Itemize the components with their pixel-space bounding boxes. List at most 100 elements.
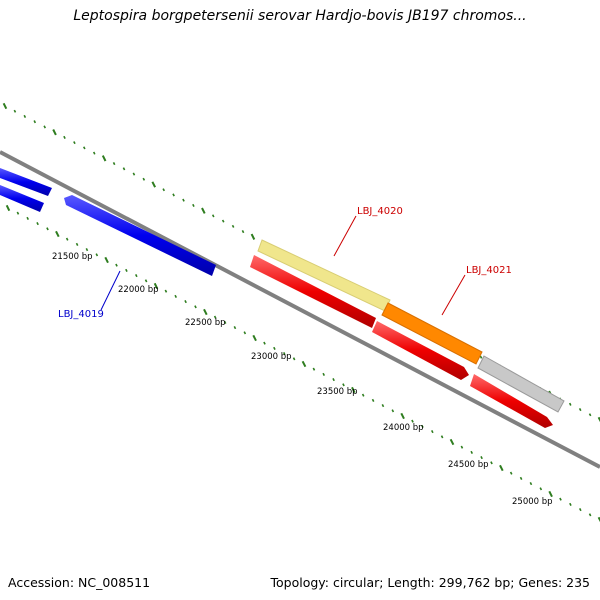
minor-tick	[263, 341, 266, 345]
minor-tick	[13, 109, 17, 113]
scale-label: 23000 bp	[251, 352, 292, 362]
inner-tick-ring	[5, 204, 600, 523]
minor-tick	[164, 289, 168, 293]
scale-label: 24500 bp	[448, 460, 489, 470]
gene-label-lbj-4020[interactable]: LBJ_4020	[357, 206, 403, 217]
minor-tick	[132, 172, 136, 176]
major-tick	[101, 155, 107, 162]
minor-tick	[282, 352, 286, 356]
major-tick	[5, 204, 11, 212]
minor-tick	[568, 402, 572, 406]
scale-label: 22500 bp	[185, 318, 226, 328]
minor-tick	[125, 268, 128, 272]
minor-tick	[172, 193, 175, 197]
major-tick	[203, 308, 208, 316]
minor-tick	[322, 372, 326, 376]
minor-tick	[36, 222, 39, 226]
minor-tick	[122, 167, 126, 171]
minor-tick	[529, 482, 533, 486]
minor-tick	[460, 445, 464, 449]
minor-tick	[241, 230, 245, 234]
scale-label: 22000 bp	[118, 285, 159, 295]
scale-label: 23500 bp	[317, 387, 358, 397]
major-tick	[250, 233, 256, 240]
gene-lbj-4021-bar[interactable]	[381, 302, 483, 365]
minor-tick	[342, 383, 345, 387]
minor-tick	[440, 435, 444, 439]
scale-label: 24000 bp	[383, 423, 424, 433]
minor-tick	[194, 305, 197, 309]
major-tick	[201, 207, 206, 214]
minor-tick	[213, 315, 217, 319]
minor-tick	[588, 413, 592, 417]
minor-tick	[73, 141, 76, 145]
minor-tick	[479, 355, 483, 359]
topology-text: Topology: circular; Length: 299,762 bp; …	[270, 575, 591, 590]
minor-tick	[539, 487, 543, 491]
chromosome-backbone	[0, 150, 600, 469]
major-tick	[52, 129, 57, 136]
minor-tick	[273, 346, 276, 350]
minor-tick	[578, 408, 582, 412]
minor-tick	[162, 188, 166, 192]
minor-tick	[115, 263, 118, 267]
minor-tick	[43, 125, 47, 129]
minor-tick	[223, 320, 227, 324]
scale-label: 21500 bp	[52, 252, 93, 262]
minor-tick	[134, 274, 138, 278]
gene-arrow[interactable]	[470, 374, 553, 428]
major-tick	[351, 386, 356, 394]
minor-tick	[490, 461, 493, 465]
major-tick	[151, 181, 156, 188]
minor-tick	[85, 248, 89, 252]
minor-tick	[33, 120, 37, 124]
minor-tick	[92, 151, 96, 155]
minor-tick	[46, 227, 49, 231]
minor-tick	[82, 146, 86, 150]
lbj-4020-leader	[333, 215, 357, 257]
minor-tick	[26, 216, 30, 220]
accession-text: Accession: NC_008511	[8, 575, 151, 590]
minor-tick	[332, 378, 335, 382]
minor-tick	[411, 419, 414, 423]
scale-label: 25000 bp	[512, 497, 553, 507]
minor-tick	[211, 214, 215, 218]
minor-tick	[509, 471, 513, 475]
minor-tick	[361, 393, 365, 397]
minor-tick	[430, 430, 434, 434]
gene-arrow[interactable]	[0, 185, 44, 212]
gene-bar[interactable]	[477, 355, 565, 413]
major-tick	[55, 230, 60, 238]
major-tick	[104, 256, 109, 264]
gene-label-lbj-4019[interactable]: LBJ_4019	[58, 309, 104, 320]
gene-arrow[interactable]	[250, 255, 376, 328]
minor-tick	[23, 114, 27, 118]
minor-tick	[519, 476, 523, 480]
lbj-4019-leader	[100, 270, 121, 311]
minor-tick	[569, 502, 572, 506]
minor-tick	[381, 404, 385, 408]
minor-tick	[559, 497, 562, 501]
major-tick	[597, 516, 600, 523]
minor-tick	[75, 242, 79, 246]
gene-arrow[interactable]	[0, 168, 52, 196]
minor-tick	[221, 219, 225, 223]
minor-tick	[470, 450, 474, 454]
gene-lbj-4019-arrow[interactable]	[64, 195, 216, 276]
minor-tick	[182, 198, 185, 202]
minor-tick	[112, 162, 116, 166]
minor-tick	[63, 135, 66, 139]
major-tick	[301, 360, 307, 368]
minor-tick	[144, 279, 148, 283]
minor-tick	[16, 211, 20, 215]
gene-label-lbj-4021[interactable]: LBJ_4021	[466, 265, 512, 276]
minor-tick	[184, 300, 187, 304]
major-tick	[449, 438, 455, 446]
minor-tick	[588, 513, 592, 517]
map-title: Leptospira borgpetersenii serovar Hardjo…	[73, 8, 527, 24]
minor-tick	[391, 409, 395, 413]
major-tick	[548, 490, 553, 498]
minor-tick	[233, 326, 237, 330]
gene-arrow[interactable]	[372, 321, 469, 380]
